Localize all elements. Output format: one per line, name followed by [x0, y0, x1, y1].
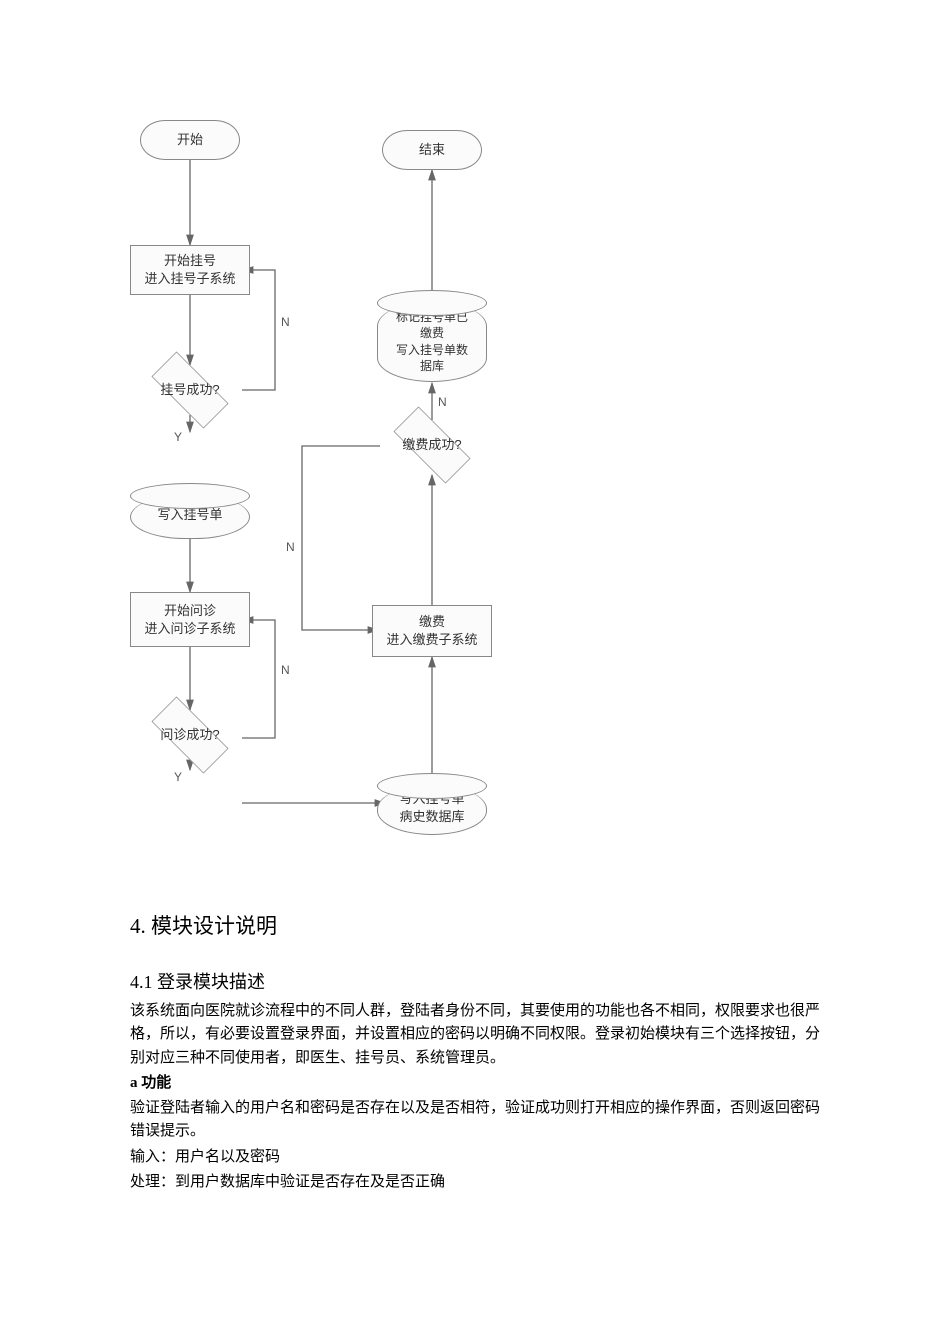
edge-y1: Y [174, 430, 182, 444]
begin-consult-node: 开始问诊 进入问诊子系统 [130, 592, 250, 647]
edge-y2: Y [174, 770, 182, 784]
write-register-node: 写入挂号单 [130, 495, 250, 539]
begin-consult-l1: 开始问诊 [164, 602, 216, 620]
payment-node: 缴费 进入缴费子系统 [372, 605, 492, 657]
write-record-l1: 写入挂号单 [399, 790, 464, 808]
start-node: 开始 [140, 120, 240, 160]
mark-paid-node: 标记挂号单已 缴费 写入挂号单数 据库 [377, 302, 487, 382]
start-label: 开始 [177, 131, 203, 149]
edge-n1: N [281, 315, 290, 329]
payment-success-node: 缴费成功? [380, 420, 484, 470]
payment-l1: 缴费 [419, 613, 445, 631]
mark-paid-l2: 缴费 [420, 325, 444, 341]
begin-register-l2: 进入挂号子系统 [144, 270, 235, 288]
mark-paid-l4: 据库 [420, 358, 444, 374]
section-heading: 4. 模块设计说明 [130, 910, 820, 940]
edge-n2: N [281, 663, 290, 677]
write-record-l2: 病史数据库 [399, 808, 464, 826]
write-record-node: 写入挂号单 病史数据库 [377, 785, 487, 835]
edge-n4: N [438, 395, 447, 409]
para-4: 处理：到用户数据库中验证是否存在及是否正确 [130, 1171, 820, 1194]
register-success-label: 挂号成功? [160, 381, 219, 399]
edge-n3: N [286, 540, 295, 554]
flowchart: 开始 开始挂号 进入挂号子系统 挂号成功? 写入挂号单 开始问诊 进入问诊子系统… [130, 100, 820, 890]
mark-paid-l1: 标记挂号单已 [396, 309, 468, 325]
begin-consult-l2: 进入问诊子系统 [144, 620, 235, 638]
begin-register-l1: 开始挂号 [164, 252, 216, 270]
para-3: 输入：用户名以及密码 [130, 1146, 820, 1169]
mark-paid-l3: 写入挂号单数 [396, 342, 468, 358]
end-node: 结束 [382, 130, 482, 170]
consult-success-node: 问诊成功? [138, 710, 242, 760]
register-success-node: 挂号成功? [138, 365, 242, 415]
para-2: 验证登陆者输入的用户名和密码是否存在以及是否相符，验证成功则打开相应的操作界面，… [130, 1097, 820, 1144]
para-1: 该系统面向医院就诊流程中的不同人群，登陆者身份不同，其要使用的功能也各不相同，权… [130, 1000, 820, 1070]
payment-l2: 进入缴费子系统 [386, 631, 477, 649]
end-label: 结束 [419, 141, 445, 159]
consult-success-label: 问诊成功? [160, 726, 219, 744]
sub-a: a 功能 [130, 1072, 820, 1095]
payment-success-label: 缴费成功? [402, 436, 461, 454]
begin-register-node: 开始挂号 进入挂号子系统 [130, 245, 250, 295]
subsection-heading: 4.1 登录模块描述 [130, 968, 820, 994]
write-register-label: 写入挂号单 [157, 506, 222, 524]
